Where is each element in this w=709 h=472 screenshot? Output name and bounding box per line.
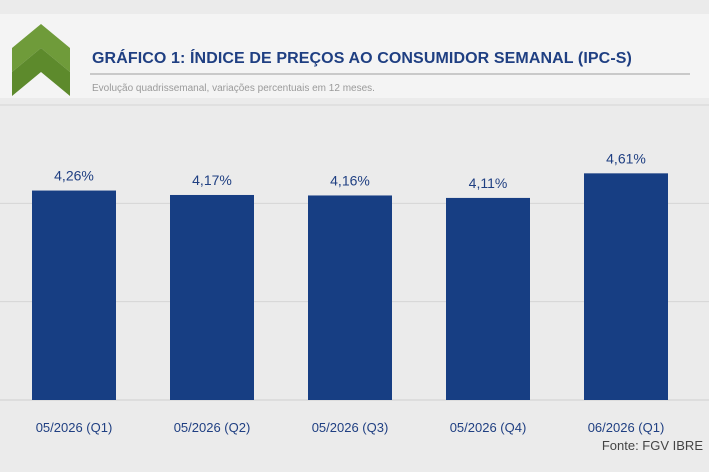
bar (308, 195, 392, 400)
bar (446, 197, 530, 400)
x-tick-label: 05/2026 (Q2) (174, 420, 251, 435)
x-tick-label: 06/2026 (Q1) (588, 420, 665, 435)
x-tick-label: 05/2026 (Q1) (36, 420, 113, 435)
x-tick-label: 05/2026 (Q4) (450, 420, 527, 435)
source-note: Fonte: FGV IBRE (601, 438, 703, 453)
bar (584, 173, 668, 400)
chart-header (0, 14, 709, 98)
data-label: 4,61% (606, 150, 646, 166)
fgv-logo-icon (12, 24, 70, 96)
data-label: 4,16% (330, 172, 370, 188)
x-tick-label: 05/2026 (Q3) (312, 420, 389, 435)
title-divider (90, 73, 690, 75)
data-label: 4,11% (469, 175, 508, 191)
chart-subtitle: Evolução quadrissemanal, variações perce… (92, 83, 375, 94)
chart-title: GRÁFICO 1: ÍNDICE DE PREÇOS AO CONSUMIDO… (92, 50, 632, 67)
bar (32, 190, 116, 400)
data-label: 4,17% (192, 172, 232, 188)
bar (170, 194, 254, 400)
data-label: 4,26% (54, 168, 94, 184)
